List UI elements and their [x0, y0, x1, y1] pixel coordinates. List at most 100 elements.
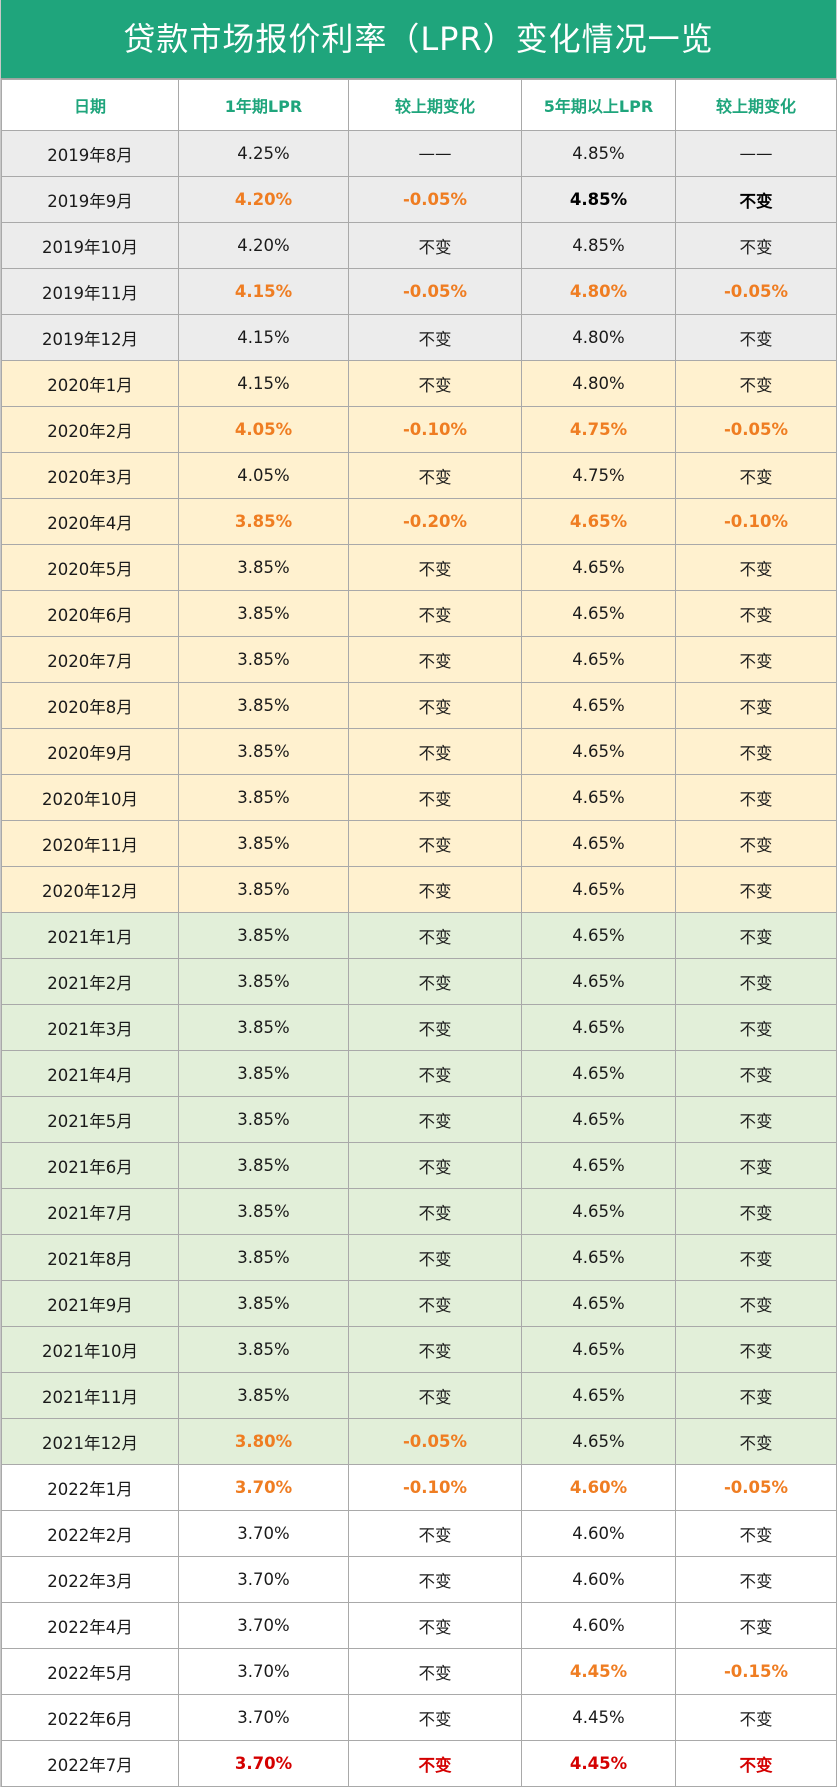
change-1y-cell: 不变 [348, 1188, 522, 1235]
lpr-5y-cell: 4.65% [521, 866, 676, 913]
date-cell: 2019年9月 [1, 176, 179, 223]
date-cell: 2020年5月 [1, 544, 179, 591]
lpr-5y-cell: 4.65% [521, 1188, 676, 1235]
table-row: 2020年6月 3.85% 不变 4.65% 不变 [1, 590, 837, 637]
lpr-5y-cell: 4.75% [521, 452, 676, 499]
lpr-5y-cell: 4.65% [521, 498, 676, 545]
table-row: 2019年10月 4.20% 不变 4.85% 不变 [1, 222, 837, 269]
lpr-5y-cell: 4.45% [521, 1648, 676, 1695]
date-cell: 2020年12月 [1, 866, 179, 913]
lpr-1y-cell: 3.85% [178, 544, 349, 591]
change-5y-cell: 不变 [675, 728, 837, 775]
change-5y-cell: 不变 [675, 222, 837, 269]
date-cell: 2020年4月 [1, 498, 179, 545]
date-cell: 2021年10月 [1, 1326, 179, 1373]
date-cell: 2020年2月 [1, 406, 179, 453]
date-cell: 2021年8月 [1, 1234, 179, 1281]
change-5y-cell: 不变 [675, 1280, 837, 1327]
change-5y-cell: 不变 [675, 1694, 837, 1741]
lpr-1y-cell: 3.85% [178, 1004, 349, 1051]
table-row: 2020年3月 4.05% 不变 4.75% 不变 [1, 452, 837, 499]
lpr-1y-cell: 3.70% [178, 1740, 349, 1787]
date-cell: 2019年12月 [1, 314, 179, 361]
change-1y-cell: 不变 [348, 1280, 522, 1327]
lpr-1y-cell: 4.05% [178, 452, 349, 499]
lpr-5y-cell: 4.65% [521, 1326, 676, 1373]
lpr-5y-cell: 4.60% [521, 1464, 676, 1511]
lpr-5y-cell: 4.65% [521, 912, 676, 959]
date-cell: 2021年5月 [1, 1096, 179, 1143]
lpr-1y-cell: 3.85% [178, 1372, 349, 1419]
change-1y-cell: 不变 [348, 544, 522, 591]
change-5y-cell: 不变 [675, 636, 837, 683]
lpr-1y-cell: 3.85% [178, 1050, 349, 1097]
date-cell: 2020年9月 [1, 728, 179, 775]
lpr-5y-cell: 4.65% [521, 1142, 676, 1189]
change-5y-cell: 不变 [675, 590, 837, 637]
change-1y-cell: 不变 [348, 1142, 522, 1189]
table-row: 2021年1月 3.85% 不变 4.65% 不变 [1, 912, 837, 959]
date-cell: 2022年7月 [1, 1740, 179, 1787]
lpr-1y-cell: 3.85% [178, 1096, 349, 1143]
date-cell: 2019年11月 [1, 268, 179, 315]
lpr-table: 日期 1年期LPR 较上期变化 5年期以上LPR 较上期变化 2019年8月 4.… [1, 79, 837, 1787]
change-1y-cell: 不变 [348, 1004, 522, 1051]
lpr-5y-cell: 4.65% [521, 1280, 676, 1327]
table-header: 日期 1年期LPR 较上期变化 5年期以上LPR 较上期变化 [1, 79, 837, 131]
change-5y-cell: —— [675, 130, 837, 177]
lpr-1y-cell: 3.70% [178, 1556, 349, 1603]
change-5y-cell: 不变 [675, 1740, 837, 1787]
change-1y-cell: 不变 [348, 958, 522, 1005]
table-row: 2022年2月 3.70% 不变 4.60% 不变 [1, 1510, 837, 1557]
table-row: 2021年9月 3.85% 不变 4.65% 不变 [1, 1280, 837, 1327]
change-1y-cell: 不变 [348, 1050, 522, 1097]
lpr-1y-cell: 3.85% [178, 1188, 349, 1235]
change-5y-cell: 不变 [675, 1372, 837, 1419]
change-5y-cell: 不变 [675, 452, 837, 499]
table-row: 2020年5月 3.85% 不变 4.65% 不变 [1, 544, 837, 591]
change-1y-cell: 不变 [348, 866, 522, 913]
lpr-5y-cell: 4.65% [521, 1096, 676, 1143]
change-1y-cell: -0.10% [348, 1464, 522, 1511]
change-5y-cell: 不变 [675, 1004, 837, 1051]
lpr-1y-cell: 4.25% [178, 130, 349, 177]
lpr-5y-cell: 4.65% [521, 590, 676, 637]
date-cell: 2021年7月 [1, 1188, 179, 1235]
change-5y-cell: 不变 [675, 1602, 837, 1649]
column-header-change-1y: 较上期变化 [348, 79, 522, 131]
lpr-5y-cell: 4.65% [521, 1234, 676, 1281]
lpr-1y-cell: 3.85% [178, 682, 349, 729]
change-1y-cell: 不变 [348, 1740, 522, 1787]
change-1y-cell: 不变 [348, 636, 522, 683]
lpr-5y-cell: 4.60% [521, 1556, 676, 1603]
lpr-1y-cell: 3.85% [178, 498, 349, 545]
table-row: 2022年1月 3.70% -0.10% 4.60% -0.05% [1, 1464, 837, 1511]
lpr-5y-cell: 4.85% [521, 222, 676, 269]
lpr-5y-cell: 4.65% [521, 1372, 676, 1419]
change-5y-cell: 不变 [675, 360, 837, 407]
lpr-5y-cell: 4.45% [521, 1740, 676, 1787]
lpr-1y-cell: 3.85% [178, 636, 349, 683]
date-cell: 2019年8月 [1, 130, 179, 177]
change-5y-cell: 不变 [675, 1096, 837, 1143]
change-1y-cell: 不变 [348, 1694, 522, 1741]
date-cell: 2021年4月 [1, 1050, 179, 1097]
change-5y-cell: 不变 [675, 912, 837, 959]
change-5y-cell: 不变 [675, 1510, 837, 1557]
lpr-5y-cell: 4.65% [521, 774, 676, 821]
change-1y-cell: 不变 [348, 590, 522, 637]
change-5y-cell: 不变 [675, 958, 837, 1005]
change-1y-cell: -0.05% [348, 176, 522, 223]
lpr-5y-cell: 4.60% [521, 1510, 676, 1557]
change-5y-cell: 不变 [675, 1234, 837, 1281]
table-row: 2021年8月 3.85% 不变 4.65% 不变 [1, 1234, 837, 1281]
table-row: 2019年11月 4.15% -0.05% 4.80% -0.05% [1, 268, 837, 315]
table-row: 2020年7月 3.85% 不变 4.65% 不变 [1, 636, 837, 683]
change-5y-cell: 不变 [675, 820, 837, 867]
change-1y-cell: 不变 [348, 1648, 522, 1695]
lpr-5y-cell: 4.65% [521, 1004, 676, 1051]
lpr-1y-cell: 3.85% [178, 1234, 349, 1281]
date-cell: 2020年8月 [1, 682, 179, 729]
lpr-5y-cell: 4.80% [521, 360, 676, 407]
table-row: 2022年7月 3.70% 不变 4.45% 不变 [1, 1740, 837, 1787]
